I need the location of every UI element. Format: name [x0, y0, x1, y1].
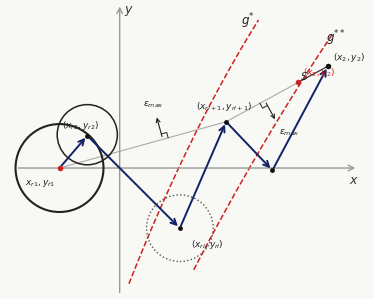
Text: $(x_2, y_2)$: $(x_2, y_2)$ [332, 51, 365, 64]
Text: $\varepsilon_{max}$: $\varepsilon_{max}$ [143, 100, 164, 110]
Text: $\varepsilon_{max}$: $\varepsilon_{max}$ [279, 127, 299, 138]
Text: g$^{**}$: g$^{**}$ [326, 28, 345, 48]
Text: x: x [350, 175, 357, 187]
Text: g$^{*}$: g$^{*}$ [241, 12, 254, 31]
Text: y: y [124, 3, 132, 16]
Text: S: S [301, 72, 308, 82]
Text: $(x_{r2}, y_{r2})$: $(x_{r2}, y_{r2})$ [62, 119, 99, 132]
Text: $x_{r1}, y_{r1}$: $x_{r1}, y_{r1}$ [25, 178, 56, 189]
Text: $(x_{rl}, y_{rl})$: $(x_{rl}, y_{rl})$ [191, 238, 224, 251]
Text: $(x_{rl+1}, y_{rl+1})$: $(x_{rl+1}, y_{rl+1})$ [196, 100, 252, 113]
Text: $(x_2, y_2)$: $(x_2, y_2)$ [303, 66, 335, 79]
